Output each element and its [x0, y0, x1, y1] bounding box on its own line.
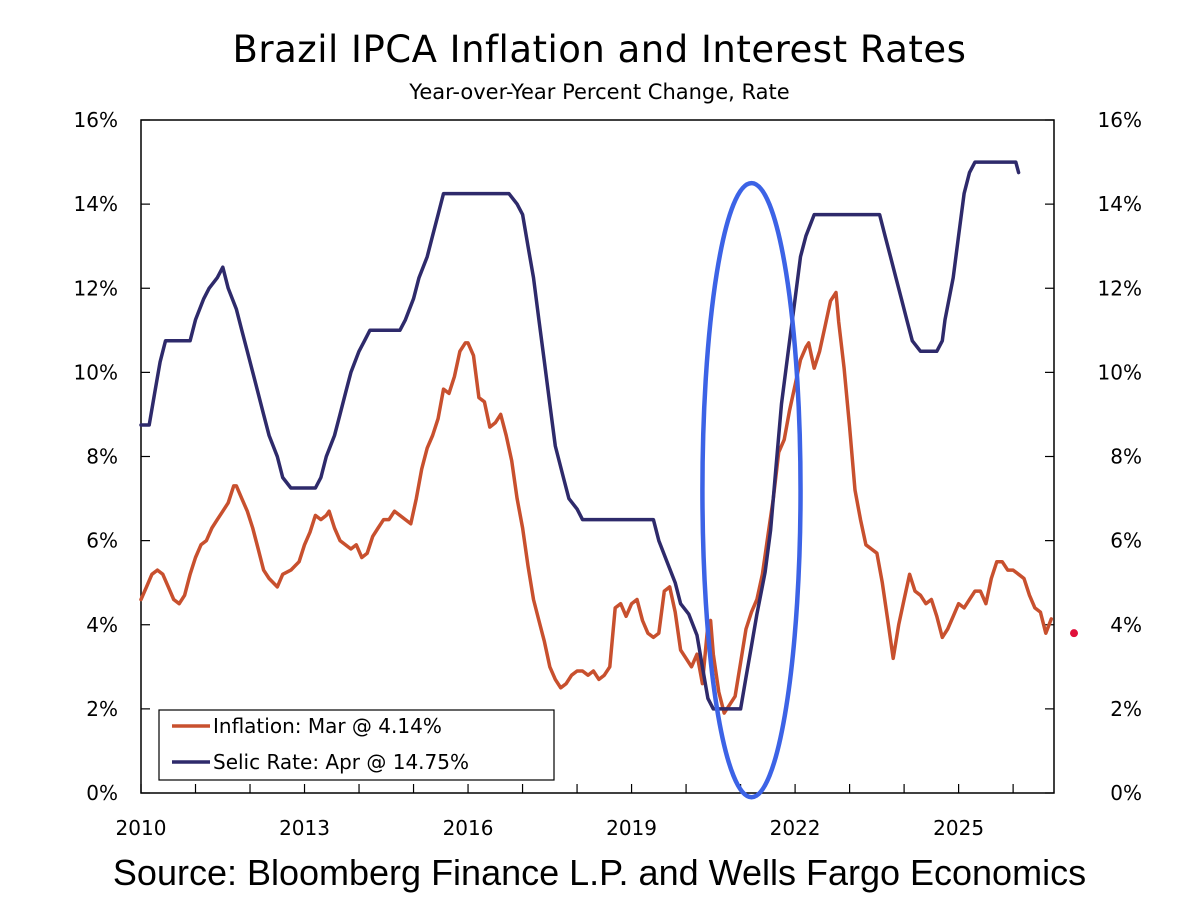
y-tick-label-right: 10%	[1098, 360, 1142, 384]
x-tick-label: 2022	[770, 816, 821, 840]
y-tick-label-right: 2%	[1110, 697, 1142, 721]
y-tick-label-left: 12%	[74, 276, 118, 300]
y-tick-label-right: 8%	[1110, 445, 1142, 469]
latest-marker-dot	[1070, 629, 1078, 638]
y-tick-label-right: 6%	[1110, 529, 1142, 553]
x-tick-label: 2013	[279, 816, 330, 840]
y-tick-label-left: 2%	[86, 697, 118, 721]
y-tick-label-left: 4%	[86, 613, 118, 637]
chart-title: Brazil IPCA Inflation and Interest Rates	[232, 28, 967, 71]
y-tick-label-right: 12%	[1098, 276, 1142, 300]
series-layer	[139, 160, 1054, 715]
y-tick-label-left: 10%	[74, 360, 118, 384]
legend-label-selic: Selic Rate: Apr @ 14.75%	[213, 750, 469, 774]
series-line-inflation	[139, 290, 1054, 715]
y-tick-label-left: 16%	[74, 108, 118, 132]
highlight-ellipse	[700, 180, 803, 800]
y-tick-label-right: 0%	[1110, 781, 1142, 805]
y-tick-label-right: 14%	[1098, 192, 1142, 216]
y-tick-label-left: 0%	[86, 781, 118, 805]
legend: Inflation: Mar @ 4.14% Selic Rate: Apr @…	[158, 709, 555, 781]
legend-box	[158, 709, 555, 781]
series-line-selic	[139, 160, 1021, 711]
y-tick-label-left: 6%	[86, 529, 118, 553]
legend-label-inflation: Inflation: Mar @ 4.14%	[213, 714, 442, 738]
x-tick-label: 2016	[443, 816, 494, 840]
source-note: Source: Bloomberg Finance L.P. and Wells…	[112, 852, 1087, 893]
x-tick-label: 2010	[116, 816, 167, 840]
y-tick-label-left: 14%	[74, 192, 118, 216]
chart-subtitle: Year-over-Year Percent Change, Rate	[409, 80, 790, 104]
annotation-layer	[700, 180, 1078, 800]
x-tick-label: 2019	[606, 816, 657, 840]
y-tick-label-right: 16%	[1098, 108, 1142, 132]
y-tick-label-right: 4%	[1110, 613, 1142, 637]
x-tick-label: 2025	[933, 816, 984, 840]
axes: 0% 0% 2% 2% 4% 4% 6% 6% 8% 8% 10% 10% 12% 12% 14% 14% 16…	[74, 108, 1142, 840]
y-tick-label-left: 8%	[86, 445, 118, 469]
